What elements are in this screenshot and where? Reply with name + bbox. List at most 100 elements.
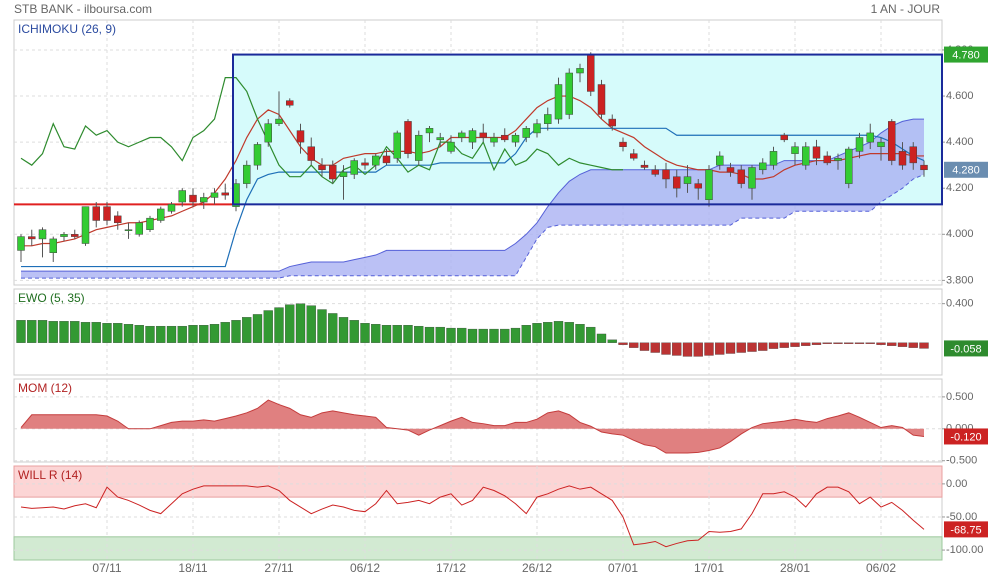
bar — [102, 323, 112, 343]
oversold-band — [13, 536, 943, 561]
x-tick-label: 07/01 — [608, 561, 638, 575]
bar — [715, 342, 725, 355]
y-tick-label: -50.00 — [946, 511, 977, 523]
bar — [822, 342, 832, 344]
panel-title: EWO (5, 35) — [18, 291, 85, 305]
bar — [489, 328, 499, 343]
bar — [736, 342, 746, 353]
candle-body — [210, 192, 219, 198]
candle-body — [705, 169, 713, 200]
candle-body — [726, 167, 735, 173]
candle-body — [888, 121, 896, 161]
indicator-line — [21, 127, 925, 268]
badge: 4.280 — [952, 165, 980, 177]
badge: 4.780 — [952, 49, 980, 61]
bar — [338, 317, 349, 343]
bar — [317, 309, 327, 343]
bar — [123, 324, 134, 343]
bar — [693, 342, 703, 357]
candle-body — [307, 146, 315, 161]
candle-body — [479, 132, 487, 138]
candle-body — [748, 167, 756, 189]
panel-title: ICHIMOKU (26, 9) — [18, 22, 116, 36]
bar — [414, 325, 424, 343]
candle-body — [415, 134, 423, 161]
bar — [360, 323, 370, 343]
bar — [113, 323, 123, 343]
candle-body — [759, 162, 767, 171]
x-tick-label: 07/11 — [92, 561, 121, 575]
badge-bg — [944, 521, 988, 538]
bar — [586, 326, 596, 343]
bar — [349, 320, 359, 343]
candle-body — [791, 146, 799, 154]
candle-body — [737, 169, 745, 184]
bar — [575, 324, 585, 343]
candle-body — [361, 162, 369, 166]
y-tick-label: 4.600 — [946, 90, 974, 102]
bar — [661, 342, 671, 355]
period: 1 AN - JOUR — [871, 2, 941, 16]
bar — [758, 342, 768, 351]
candle-body — [855, 137, 864, 152]
x-tick-label: 06/12 — [350, 561, 380, 575]
candle-body — [511, 134, 520, 143]
bar — [403, 325, 413, 343]
candle-body — [81, 206, 90, 244]
bar — [295, 303, 306, 343]
bar — [27, 320, 37, 343]
bar — [553, 321, 564, 343]
bar — [37, 320, 48, 343]
bar — [768, 342, 779, 349]
span-b — [21, 173, 925, 279]
candle-body — [823, 155, 831, 164]
bar — [908, 342, 918, 348]
candle-body — [253, 144, 262, 166]
bar — [48, 321, 58, 343]
area-line — [20, 399, 925, 454]
bar — [231, 320, 241, 343]
candle-body — [60, 234, 68, 237]
y-tick-label: 4.200 — [946, 182, 974, 194]
bar — [500, 328, 510, 343]
candle-body — [812, 146, 821, 159]
bar — [607, 339, 617, 343]
candle-body — [490, 137, 498, 143]
bar — [811, 342, 822, 345]
bar — [242, 317, 252, 343]
candle-body — [275, 118, 283, 124]
candle-body — [468, 130, 477, 143]
candle-body — [38, 229, 47, 240]
candle-body — [909, 146, 917, 164]
candle-body — [146, 217, 154, 230]
y-tick-label: 0.00 — [946, 478, 967, 490]
candle-body — [651, 169, 659, 175]
candle-body — [404, 121, 412, 154]
bar — [532, 323, 542, 343]
candle-body — [694, 183, 702, 189]
y-tick-label: 3.800 — [946, 274, 974, 286]
candle-body — [200, 197, 208, 203]
candle-body — [296, 130, 305, 143]
bar — [328, 313, 338, 343]
bar — [919, 342, 929, 349]
bar — [263, 310, 273, 343]
bar — [510, 327, 521, 343]
y-tick-label: 4.400 — [946, 136, 974, 148]
badge-bg — [944, 340, 988, 357]
bar — [392, 325, 402, 343]
bar — [564, 322, 574, 343]
line — [20, 485, 925, 548]
x-tick-label: 17/12 — [436, 561, 466, 575]
candle-body — [189, 194, 197, 203]
bar — [446, 327, 456, 343]
candle-body — [920, 164, 928, 171]
candle-body — [683, 176, 692, 184]
bar — [381, 325, 392, 343]
bar — [790, 342, 800, 347]
bar — [844, 342, 854, 344]
x-tick-label: 26/12 — [522, 561, 552, 575]
bar — [672, 342, 682, 356]
candle-body — [135, 222, 143, 235]
